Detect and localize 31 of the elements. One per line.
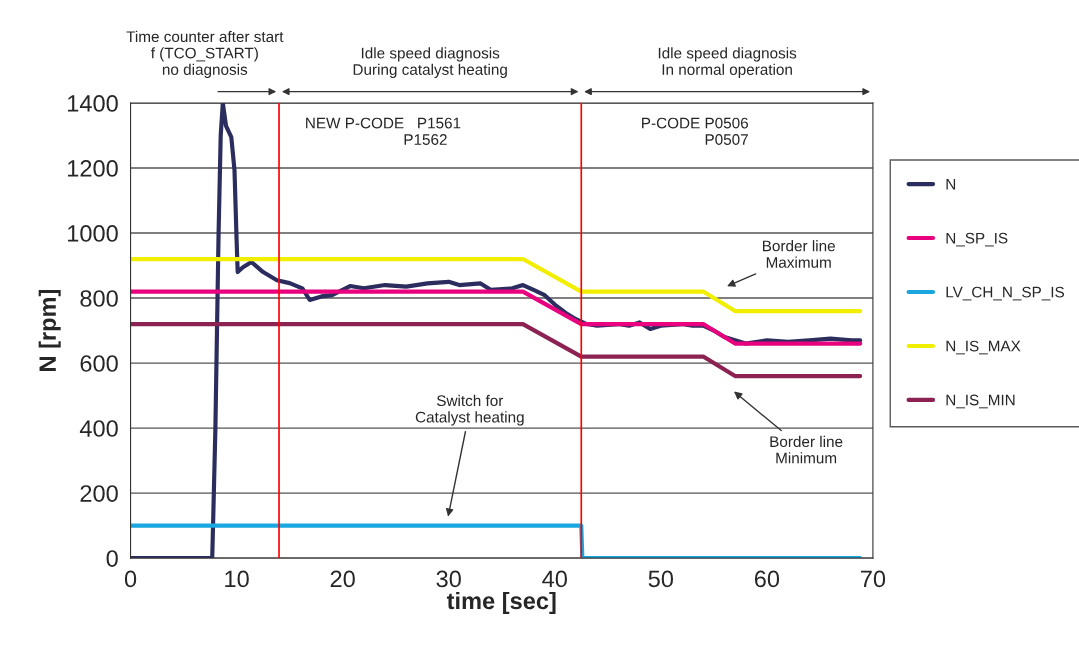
legend-label: N_IS_MAX <box>946 340 1021 355</box>
text: Time counter after start f (TCO_START) no diagnosis <box>126 30 284 78</box>
annotation: Border line Maximum <box>762 240 835 268</box>
x-tick-label: 20 <box>330 570 355 588</box>
x-axis-title: time [sec] <box>446 591 556 614</box>
text: Idle speed diagnosis During catalyst heating <box>353 47 507 78</box>
legend-label: N_IS_MIN <box>946 394 1015 409</box>
y-tick-label: 800 <box>80 290 118 307</box>
y-tick-label: 200 <box>80 485 118 502</box>
y-tick-label: 600 <box>80 355 118 372</box>
x-tick-label: 0 <box>124 570 137 588</box>
y-axis-title: N [rpm] <box>38 289 61 371</box>
annotation: P-CODE P0506 P0507 <box>642 117 748 145</box>
y-tick-label: 1000 <box>68 225 118 242</box>
x-tick-label: 40 <box>542 570 567 588</box>
x-tick-label: 70 <box>860 570 886 588</box>
legend-label: N <box>946 178 956 190</box>
y-tick-label: 400 <box>79 420 118 437</box>
annotation: Border line Minimum <box>770 435 843 464</box>
y-tick-label: 0 <box>106 550 118 567</box>
x-tick-label: 10 <box>225 570 249 588</box>
text: Idle speed diagnosis In normal operation <box>658 47 797 78</box>
y-tick-label: 1200 <box>68 160 118 177</box>
annotation: NEW P-CODE P1561 P1562 <box>306 117 461 145</box>
legend-label: LV_CH_N_SP_IS <box>946 286 1065 301</box>
x-tick-label: 30 <box>436 570 461 588</box>
x-tick-label: 60 <box>754 570 780 588</box>
x-tick-label: 50 <box>648 570 674 588</box>
y-tick-label: 1400 <box>68 95 118 112</box>
legend-label: N_SP_IS <box>946 232 1008 247</box>
annotation: Switch for Catalyst heating <box>415 394 524 426</box>
